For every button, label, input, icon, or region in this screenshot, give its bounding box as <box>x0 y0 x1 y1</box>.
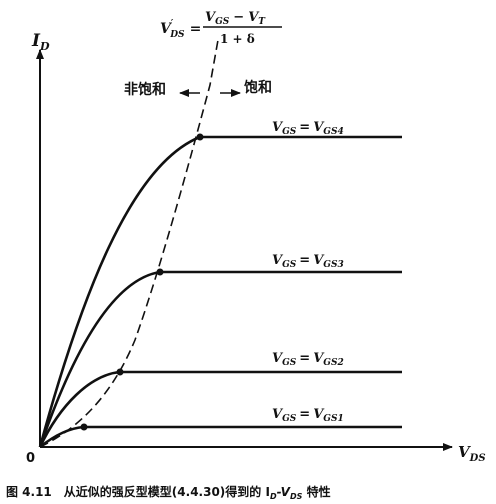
sat-point-vgs2 <box>116 368 124 376</box>
equation-numerator: VGS − VT <box>205 10 266 27</box>
equation-denominator: 1 + δ <box>220 32 255 46</box>
y-axis-label-sub: D <box>39 40 50 53</box>
figure-caption-number: 图 4.11 <box>6 485 52 499</box>
x-axis-label-sub: DS <box>469 453 486 464</box>
curve-vgs3 <box>38 270 402 448</box>
curve-label-vgs1: VGS = VGS1 <box>272 407 344 424</box>
x-axis-label: VDS <box>458 443 486 464</box>
sat-point-vgs3 <box>156 268 164 276</box>
curve-label-vgs2: VGS = VGS2 <box>272 351 344 368</box>
curve-label-vgs4: VGS = VGS4 <box>272 120 344 137</box>
curve-vgs2 <box>38 370 402 448</box>
saturation-locus-dashed <box>39 39 219 448</box>
figure-caption: 图 4.11 从近似的强反型模型(4.4.30)得到的 ID-VDS 特性 <box>6 484 331 501</box>
saturation-equation: V′ DS = VGS − VT 1 + δ <box>160 10 282 46</box>
y-axis-label-main: I <box>31 31 41 51</box>
y-axis-label: ID <box>31 31 50 53</box>
curve-label-vgs3: VGS = VGS3 <box>272 253 344 270</box>
curve-vgs4 <box>38 135 402 448</box>
sat-point-vgs4 <box>196 133 204 141</box>
figure-caption-text: 从近似的强反型模型(4.4.30)得到的 I <box>64 484 270 499</box>
curve-vgs1 <box>39 425 402 449</box>
region-nonsat-label: 非饱和 <box>124 81 166 98</box>
x-axis-label-main: V <box>458 443 471 461</box>
equation-lhs: V′ DS = <box>160 19 201 40</box>
region-sat-label: 饱和 <box>244 79 272 96</box>
sat-point-vgs1 <box>80 423 88 431</box>
origin-label: 0 <box>26 451 35 466</box>
